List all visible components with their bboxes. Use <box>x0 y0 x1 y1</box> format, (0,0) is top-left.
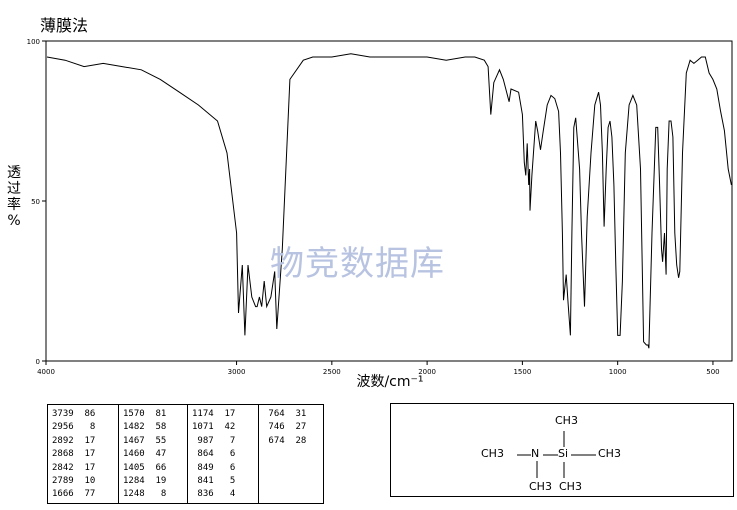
x-axis-label: 波数/cm⁻¹ <box>356 374 423 390</box>
y-axis-label-char: 透 <box>7 165 21 181</box>
peak-column-3: 1174 17 1071 42 987 7 864 6 849 6 841 5 8… <box>187 404 259 504</box>
y-tick-label: 0 <box>36 358 40 366</box>
y-axis-label-char: % <box>7 213 21 229</box>
peak-entry: 2868 17 <box>52 449 96 460</box>
methyl-right: CH3 <box>598 447 621 460</box>
peak-entry: 2842 17 <box>52 462 96 473</box>
ir-spectrum-chart: 4000 3000 2500 2000 1500 1000 500 0 50 100 波数/cm… <box>27 38 733 390</box>
y-tick-label: 100 <box>27 38 40 46</box>
methyl-top: CH3 <box>555 414 578 427</box>
y-tick-label: 50 <box>31 198 40 206</box>
peak-column-2: 1570 81 1482 58 1467 55 1460 47 1405 66 1284 … <box>118 404 188 504</box>
peak-entry: 1482 58 <box>123 422 167 433</box>
peak-entry: 987 7 <box>192 435 236 446</box>
peak-entry: 1570 81 <box>123 409 167 419</box>
peak-entry: 849 6 <box>192 462 236 473</box>
x-tick-label: 1500 <box>513 368 531 376</box>
peak-entry: 3739 86 <box>52 409 96 419</box>
peak-entry: 1248 8 <box>123 489 167 500</box>
structure-bonds <box>517 431 596 478</box>
peak-entry: 1071 42 <box>192 422 236 433</box>
peak-entry: 2956 8 <box>52 422 96 433</box>
spectrum-line <box>46 53 732 349</box>
y-axis-label-char: 过 <box>7 181 21 197</box>
peak-entry: 836 4 <box>192 489 236 500</box>
peak-entry: 746 27 <box>263 422 307 433</box>
peak-entry: 674 28 <box>263 435 307 446</box>
x-axis-ticks: 4000 3000 2500 2000 1500 1000 500 <box>37 361 720 376</box>
x-tick-label: 4000 <box>37 368 55 376</box>
methyl-bottom-right: CH3 <box>559 480 582 493</box>
plot-frame <box>45 40 733 362</box>
peak-entry: 1666 77 <box>52 489 96 500</box>
methyl-left: CH3 <box>481 447 504 460</box>
peak-entry: 2789 10 <box>52 475 96 486</box>
watermark: 物竞数据库 <box>270 244 445 284</box>
peak-entry: 1467 55 <box>123 435 167 446</box>
silicon-atom: Si <box>558 447 569 460</box>
page-title: 薄膜法 <box>40 16 89 35</box>
peak-entry: 764 31 <box>263 409 307 419</box>
x-tick-label: 1000 <box>609 368 627 376</box>
peak-entry: 1284 19 <box>123 475 167 486</box>
y-axis-ticks: 0 50 100 <box>27 38 46 366</box>
x-tick-label: 2500 <box>323 368 341 376</box>
peak-entry: 1174 17 <box>192 409 236 419</box>
peak-entry: 2892 17 <box>52 435 96 446</box>
peak-table: 3739 86 2956 8 2892 17 2868 17 2842 17 2789 1… <box>47 404 324 504</box>
peak-entry: 864 6 <box>192 449 236 460</box>
peak-column-4: 764 31 746 27 674 28 <box>258 404 324 504</box>
peak-entry: 1405 66 <box>123 462 167 473</box>
y-axis-label: 透过率% <box>4 165 24 229</box>
peak-entry: 841 5 <box>192 475 236 486</box>
peak-column-1: 3739 86 2956 8 2892 17 2868 17 2842 17 2789 1… <box>47 404 119 504</box>
x-tick-label: 2000 <box>418 368 436 376</box>
x-tick-label: 3000 <box>228 368 246 376</box>
peak-entry: 1460 47 <box>123 449 167 460</box>
y-axis-label-char: 率 <box>7 197 21 213</box>
methyl-bottom-left: CH3 <box>529 480 552 493</box>
nitrogen-atom: N <box>531 447 540 460</box>
x-tick-label: 500 <box>706 368 719 376</box>
molecule-structure: CH3 CH3 N Si CH3 CH3 CH3 <box>390 403 734 497</box>
